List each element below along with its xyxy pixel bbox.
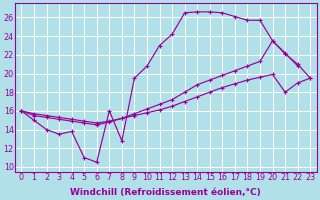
X-axis label: Windchill (Refroidissement éolien,°C): Windchill (Refroidissement éolien,°C) [70,188,261,197]
